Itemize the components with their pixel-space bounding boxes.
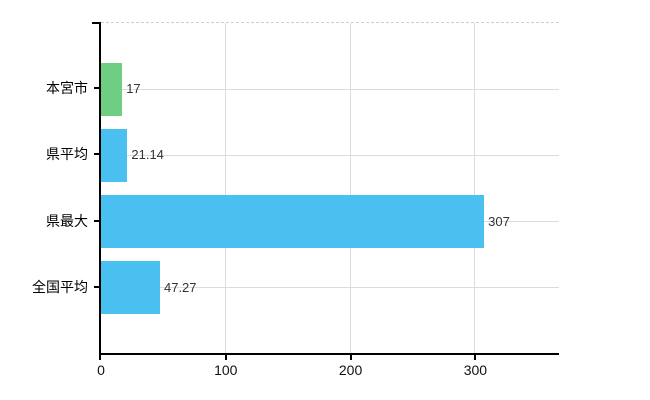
x-axis-tick-label: 100: [214, 362, 238, 378]
category-gridline: [101, 154, 559, 156]
y-axis-tick: [94, 219, 100, 222]
x-axis-tick: [99, 355, 101, 360]
x-axis: [99, 353, 559, 355]
bar[interactable]: [101, 128, 128, 182]
x-axis-tick: [224, 355, 227, 360]
category-label: 県最大: [46, 212, 88, 229]
x-axis-tick: [474, 355, 477, 360]
bar[interactable]: [101, 62, 123, 116]
category-gridline: [101, 287, 559, 289]
x-axis-tick-label: 200: [338, 362, 363, 378]
category-gridline: [101, 88, 559, 90]
y-axis-tick: [94, 87, 100, 90]
category-label: 本宮市: [46, 80, 88, 97]
y-axis-tick: [94, 285, 100, 288]
x-axis-tick-label: 0: [97, 362, 105, 378]
bar[interactable]: [101, 195, 485, 249]
bar-value-label: 307: [488, 213, 510, 229]
x-axis-tick: [349, 355, 352, 360]
x-gridline: [224, 23, 226, 354]
bar-value-label: 47.27: [163, 279, 197, 295]
y-axis-top-tick: [92, 22, 100, 24]
bar-value-label: 17: [126, 81, 141, 97]
bar-value-label: 21.14: [131, 147, 164, 163]
y-axis-tick: [94, 153, 100, 156]
y-axis: [99, 22, 101, 355]
x-gridline: [474, 23, 476, 354]
x-axis-tick-label: 300: [463, 362, 488, 378]
bar[interactable]: [101, 261, 160, 315]
category-label: 全国平均: [32, 278, 88, 295]
category-label: 県平均: [46, 146, 88, 163]
plot-area: 17 21.14 307 47.27: [101, 22, 559, 354]
x-gridline: [349, 23, 351, 354]
